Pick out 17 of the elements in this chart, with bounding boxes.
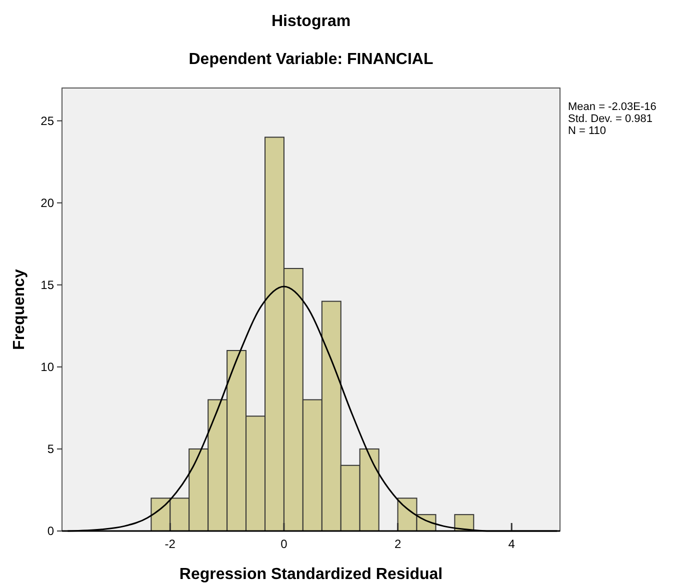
y-tick-label: 20 (40, 196, 54, 210)
text: Mean = -2.03E-16 (568, 101, 656, 113)
text: N = 110 (568, 125, 606, 137)
y-tick-label: 0 (47, 524, 54, 538)
y-tick-label: 25 (40, 114, 54, 128)
x-tick-label: 4 (508, 537, 516, 551)
chart-subtitle: Dependent Variable: FINANCIAL (188, 51, 434, 68)
x-tick-label: -2 (164, 537, 176, 551)
x-tick-label: 0 (280, 537, 288, 551)
y-tick-label: 5 (47, 442, 54, 456)
text: Std. Dev. = 0.981 (568, 113, 652, 125)
x-axis-title: Regression Standardized Residual (179, 566, 443, 583)
y-tick-label: 10 (40, 360, 54, 374)
chart-title: Histogram (271, 13, 351, 30)
y-axis-title: Frequency (11, 268, 28, 350)
y-tick-label: 15 (40, 278, 54, 292)
x-tick-label: 2 (394, 537, 402, 551)
